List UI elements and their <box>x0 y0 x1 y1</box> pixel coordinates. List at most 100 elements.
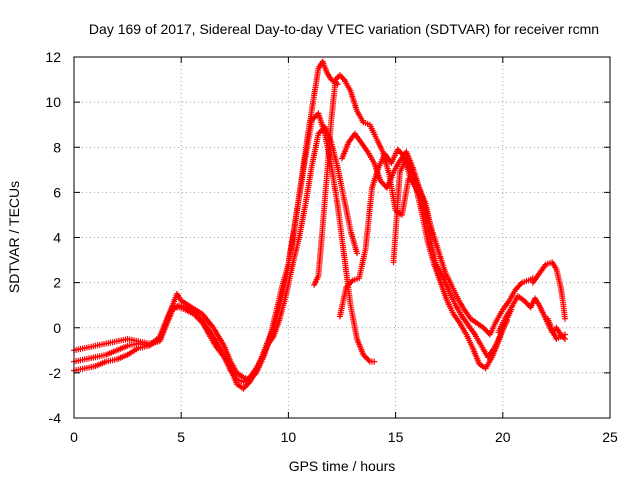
data-point <box>227 367 239 382</box>
y-tick-label: -4 <box>49 410 62 426</box>
data-point <box>557 332 566 340</box>
y-tick-label: 10 <box>45 94 61 110</box>
data-point <box>233 376 245 385</box>
data-point <box>544 315 555 332</box>
data-point <box>319 58 330 74</box>
data-point <box>227 358 239 374</box>
series-track-4 <box>311 72 515 372</box>
data-point <box>540 311 550 325</box>
data-point <box>221 354 233 372</box>
data-point <box>81 363 97 372</box>
data-point <box>156 319 169 342</box>
data-point <box>289 195 302 241</box>
data-point <box>467 315 479 326</box>
data-point <box>324 69 334 81</box>
data-point <box>347 227 360 255</box>
data-point <box>212 342 226 359</box>
data-point <box>81 354 97 363</box>
data-point <box>319 173 330 230</box>
series-track-10 <box>544 315 568 342</box>
data-point <box>169 304 180 311</box>
data-point <box>409 171 422 189</box>
data-point <box>206 331 218 347</box>
data-point <box>336 72 346 82</box>
data-point <box>341 196 354 232</box>
data-marks <box>71 58 568 392</box>
data-point <box>343 278 355 291</box>
data-point <box>429 230 435 236</box>
x-tick-label: 5 <box>177 429 185 445</box>
data-point <box>441 268 454 286</box>
data-point <box>471 331 484 347</box>
x-tick-label: 10 <box>281 429 297 445</box>
data-point <box>253 356 265 372</box>
data-point <box>113 352 129 363</box>
data-point <box>512 281 524 293</box>
y-tick-label: 6 <box>53 184 61 200</box>
data-point <box>354 250 360 257</box>
y-axis-label: SDTVAR / TECUs <box>6 181 22 293</box>
data-point <box>173 290 184 302</box>
data-point <box>384 170 396 191</box>
data-point <box>176 304 187 312</box>
data-point <box>450 311 462 325</box>
data-point <box>311 67 322 99</box>
x-axis-label: GPS time / hours <box>289 458 396 474</box>
data-point <box>373 135 385 153</box>
data-point <box>463 331 475 350</box>
data-point <box>366 121 379 140</box>
data-point <box>341 76 353 92</box>
data-point <box>459 313 471 327</box>
data-point <box>437 279 450 302</box>
data-point <box>240 375 252 385</box>
data-point <box>347 302 360 340</box>
data-point <box>182 306 196 317</box>
data-point <box>416 184 428 205</box>
data-point <box>371 358 378 365</box>
data-point <box>474 320 485 330</box>
data-point <box>484 346 497 361</box>
data-point <box>178 297 194 310</box>
data-point <box>549 259 559 271</box>
data-point <box>399 177 412 218</box>
data-point <box>81 343 97 352</box>
data-point <box>315 225 326 279</box>
data-point <box>519 278 530 286</box>
data-point <box>339 141 351 162</box>
data-point <box>302 119 315 160</box>
data-point <box>553 334 562 342</box>
y-tick-label: 0 <box>53 320 61 336</box>
data-point <box>270 304 283 331</box>
data-point <box>371 160 383 183</box>
data-point <box>191 311 205 325</box>
data-point <box>366 358 375 365</box>
data-point <box>407 175 419 192</box>
series-track-9 <box>529 259 568 322</box>
data-point <box>199 320 211 336</box>
data-point <box>276 292 289 322</box>
data-point <box>444 297 456 316</box>
y-tick-label: 8 <box>53 139 61 155</box>
data-point <box>358 139 370 154</box>
data-point <box>240 380 252 392</box>
data-point <box>364 148 377 165</box>
data-point <box>199 311 216 330</box>
axis-ticks: 0 5 10 15 20 25 -4 -2 0 2 4 6 8 10 12 <box>45 49 618 445</box>
data-point <box>469 345 482 366</box>
data-point <box>446 288 458 307</box>
data-point <box>259 344 270 361</box>
data-point <box>501 306 514 322</box>
x-tick-label: 0 <box>70 429 78 445</box>
data-point <box>433 261 445 277</box>
x-tick-label: 15 <box>388 429 404 445</box>
data-point <box>283 263 296 297</box>
data-point <box>525 276 534 284</box>
data-point <box>562 331 568 338</box>
data-point <box>146 337 161 349</box>
data-point <box>508 295 520 311</box>
data-point <box>486 319 499 338</box>
data-point <box>296 202 309 241</box>
data-point <box>559 297 568 320</box>
data-point <box>264 335 276 349</box>
data-point <box>536 302 546 316</box>
